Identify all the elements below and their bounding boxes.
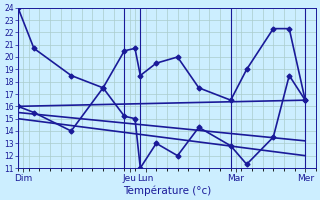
X-axis label: Température (°c): Température (°c) bbox=[123, 185, 211, 196]
